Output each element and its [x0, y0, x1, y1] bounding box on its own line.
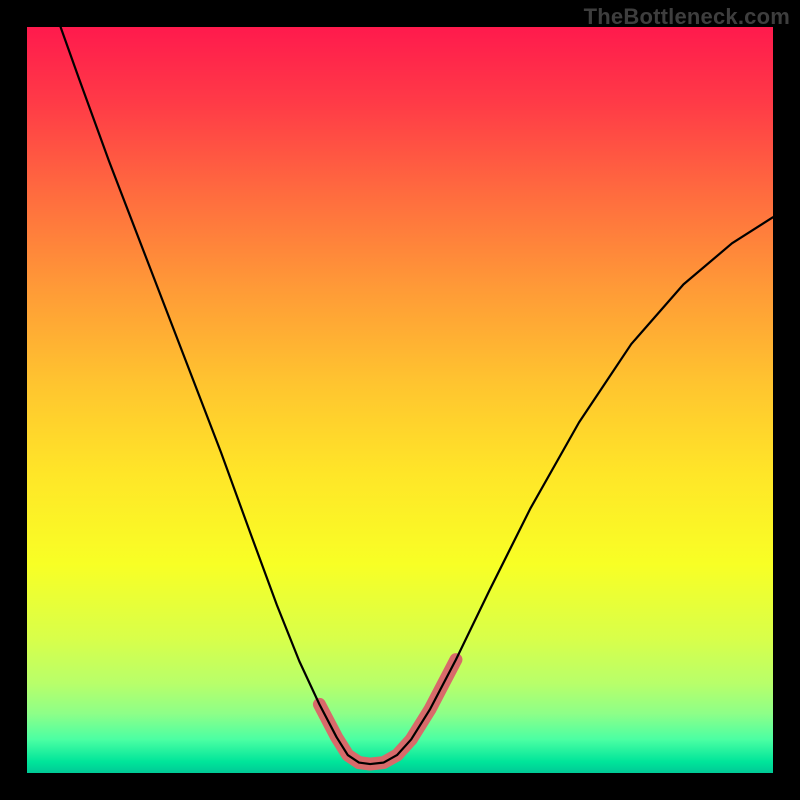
chart-plot-background	[27, 27, 773, 773]
bottleneck-chart	[0, 0, 800, 800]
watermark-text: TheBottleneck.com	[584, 4, 790, 30]
chart-stage: TheBottleneck.com	[0, 0, 800, 800]
